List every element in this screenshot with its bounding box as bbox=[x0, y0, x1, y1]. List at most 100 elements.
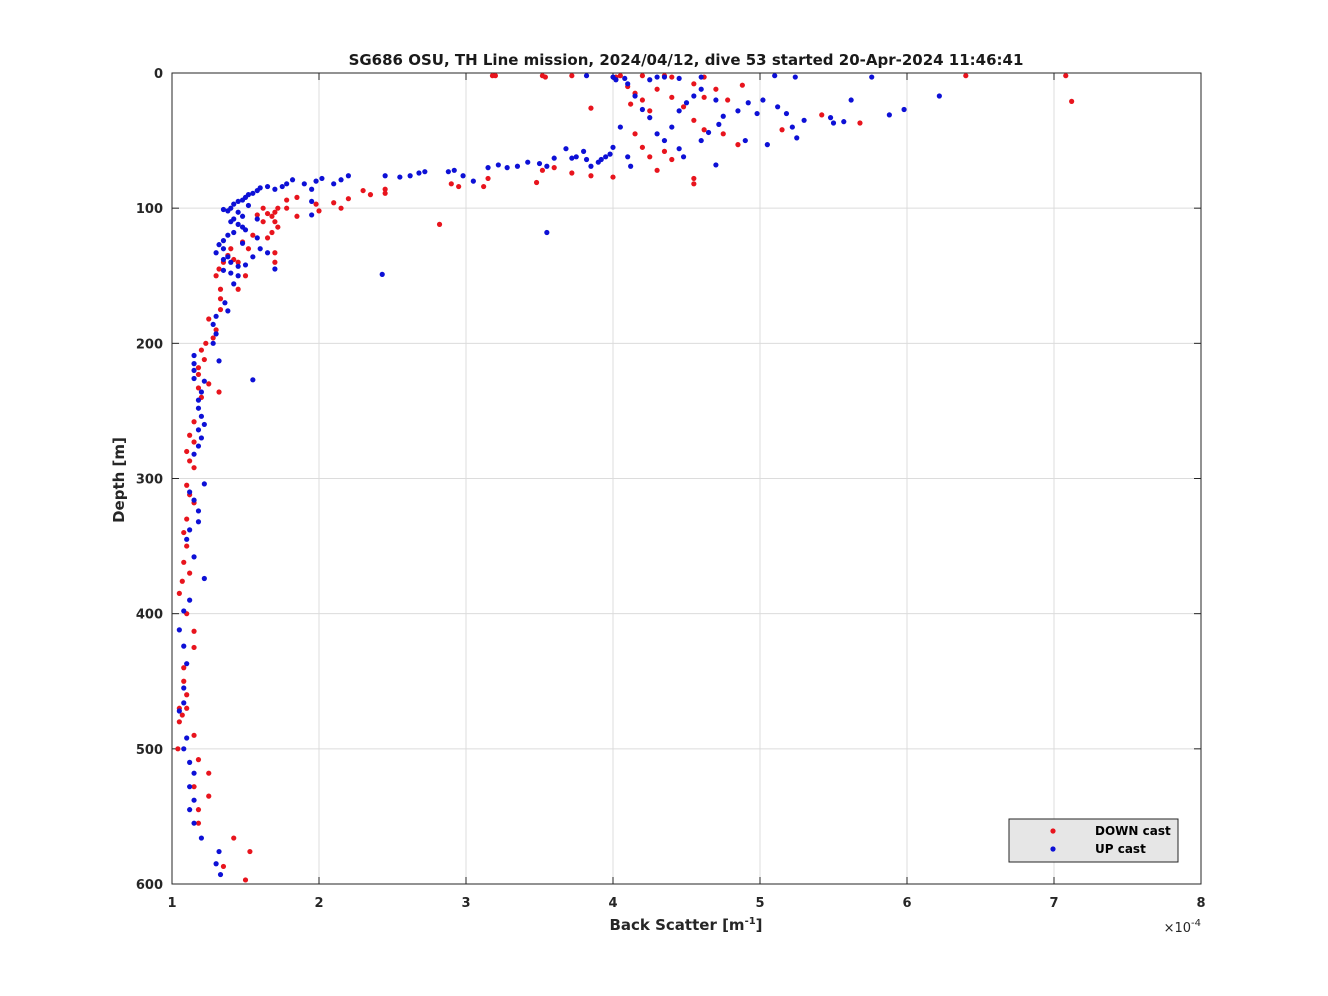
data-point bbox=[422, 169, 428, 175]
data-point bbox=[701, 127, 707, 133]
data-point bbox=[242, 262, 249, 268]
data-point bbox=[181, 559, 187, 565]
data-point bbox=[191, 732, 197, 738]
data-point bbox=[801, 117, 807, 123]
data-point bbox=[184, 543, 190, 549]
data-point bbox=[184, 516, 190, 522]
legend-marker-down-cast bbox=[1050, 828, 1056, 834]
data-point bbox=[669, 156, 675, 163]
data-point bbox=[551, 165, 557, 171]
data-point bbox=[647, 77, 653, 83]
data-point bbox=[647, 108, 653, 114]
data-point bbox=[213, 327, 219, 333]
data-point bbox=[220, 206, 227, 213]
data-point bbox=[610, 174, 616, 180]
data-point bbox=[789, 124, 795, 130]
data-point bbox=[495, 162, 501, 168]
data-point bbox=[319, 175, 325, 182]
data-point bbox=[176, 627, 182, 633]
data-point bbox=[760, 97, 766, 103]
data-point bbox=[794, 135, 800, 141]
legend-box bbox=[1008, 818, 1179, 863]
data-point bbox=[235, 209, 241, 215]
legend: DOWN cast UP cast bbox=[1008, 818, 1179, 863]
data-point bbox=[345, 173, 351, 179]
data-point bbox=[231, 835, 237, 841]
data-point bbox=[504, 165, 510, 171]
data-point bbox=[254, 212, 260, 218]
data-point bbox=[622, 75, 628, 82]
data-point bbox=[639, 73, 646, 79]
data-point bbox=[639, 106, 646, 113]
data-point bbox=[264, 235, 271, 241]
data-point bbox=[1069, 98, 1075, 104]
data-point bbox=[742, 137, 748, 144]
data-point bbox=[201, 378, 207, 384]
data-point bbox=[632, 131, 638, 137]
data-point bbox=[754, 110, 760, 117]
data-point bbox=[181, 665, 187, 671]
data-point bbox=[661, 74, 668, 80]
data-point bbox=[191, 361, 197, 367]
data-points bbox=[175, 73, 1075, 883]
y-tick-label: 200 bbox=[136, 337, 163, 352]
data-point bbox=[264, 183, 271, 190]
data-point bbox=[195, 508, 202, 514]
data-point bbox=[367, 192, 374, 198]
data-point bbox=[216, 389, 222, 395]
data-point bbox=[191, 465, 197, 471]
data-point bbox=[250, 232, 256, 238]
legend-marker-up-cast bbox=[1050, 846, 1056, 852]
legend-label-down-cast: DOWN cast bbox=[1095, 824, 1171, 838]
data-point bbox=[195, 405, 202, 411]
data-point bbox=[235, 259, 241, 265]
data-point bbox=[217, 306, 224, 313]
data-point bbox=[764, 142, 770, 148]
data-point bbox=[257, 246, 263, 252]
data-point bbox=[220, 246, 227, 252]
data-point bbox=[216, 358, 222, 364]
y-tick-label: 100 bbox=[136, 202, 163, 217]
data-point bbox=[272, 250, 278, 256]
data-point bbox=[725, 97, 731, 103]
data-point bbox=[191, 770, 197, 776]
data-point bbox=[775, 104, 781, 110]
data-point bbox=[583, 73, 590, 79]
data-point bbox=[647, 115, 653, 121]
data-point bbox=[272, 266, 278, 272]
data-point bbox=[181, 608, 187, 614]
data-point bbox=[184, 661, 190, 667]
data-point bbox=[175, 746, 181, 752]
data-point bbox=[792, 74, 798, 80]
data-point bbox=[309, 212, 315, 218]
data-point bbox=[654, 86, 660, 92]
data-point bbox=[698, 86, 704, 92]
data-point bbox=[284, 197, 290, 203]
y-tick-label: 500 bbox=[136, 743, 163, 758]
data-point bbox=[206, 770, 212, 776]
x-tick-label: 8 bbox=[1196, 896, 1205, 911]
data-point bbox=[176, 719, 182, 725]
data-point bbox=[617, 124, 623, 130]
data-point bbox=[628, 101, 634, 107]
data-point bbox=[191, 820, 197, 826]
data-point bbox=[669, 94, 675, 100]
data-point bbox=[181, 700, 187, 706]
data-point bbox=[239, 197, 246, 203]
data-point bbox=[187, 489, 193, 495]
data-point bbox=[198, 347, 204, 353]
data-point bbox=[313, 201, 319, 207]
data-point bbox=[470, 178, 476, 184]
data-point bbox=[848, 97, 854, 103]
data-point bbox=[195, 820, 202, 826]
data-point bbox=[225, 308, 231, 314]
data-point bbox=[279, 183, 285, 190]
data-point bbox=[382, 173, 388, 179]
data-point bbox=[1063, 73, 1069, 79]
data-point bbox=[250, 254, 256, 260]
data-point bbox=[264, 210, 271, 217]
data-point bbox=[735, 142, 741, 148]
data-point bbox=[869, 74, 875, 80]
data-point bbox=[195, 397, 202, 403]
data-point bbox=[217, 286, 224, 292]
